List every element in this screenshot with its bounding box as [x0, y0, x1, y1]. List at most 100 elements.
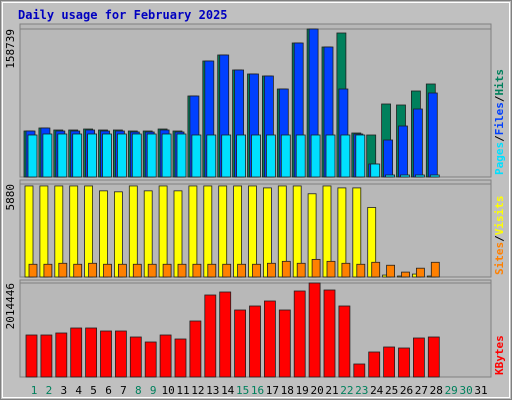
bar [352, 187, 362, 278]
bar [236, 134, 247, 178]
x-tick-label: 25 [385, 384, 398, 397]
bar [222, 263, 232, 278]
bar [115, 330, 127, 378]
bar [159, 334, 172, 378]
x-tick-label: 30 [459, 384, 472, 397]
bar [323, 289, 336, 378]
bar [128, 185, 138, 278]
chart-title: Daily usage for February 2025 [18, 8, 228, 22]
x-tick-label: 10 [161, 384, 174, 397]
bar [117, 133, 127, 178]
bar [383, 139, 394, 178]
y-max-label: 5880 [4, 184, 17, 211]
legend-entry: Visits [493, 196, 506, 236]
legend-entry: Pages [493, 142, 506, 175]
bar [174, 338, 187, 378]
x-tick-label: 13 [206, 384, 219, 397]
bar [341, 262, 351, 278]
bar [188, 185, 198, 278]
bar [401, 271, 410, 278]
legend-entry: Files [493, 102, 506, 135]
x-tick-label: 20 [310, 384, 323, 397]
x-tick-label: 28 [430, 384, 443, 397]
legend-separator: / [493, 95, 506, 102]
x-tick-label: 19 [296, 384, 309, 397]
bar [385, 174, 396, 178]
bar [325, 134, 336, 178]
bar [234, 309, 247, 378]
bar [266, 262, 276, 278]
bar [415, 267, 425, 278]
bar [308, 282, 321, 378]
bar [310, 134, 321, 178]
bar [129, 336, 142, 378]
bar [221, 134, 232, 178]
bar [162, 263, 172, 278]
bar [147, 263, 157, 278]
bar [146, 133, 157, 178]
bar [192, 263, 202, 278]
x-tick-label: 9 [150, 384, 157, 397]
x-tick-label: 26 [400, 384, 413, 397]
bar [265, 134, 276, 178]
bar [69, 185, 79, 278]
bar [340, 134, 351, 178]
bar [40, 334, 53, 378]
x-tick-label: 23 [355, 384, 368, 397]
bar [176, 133, 187, 178]
bar [251, 134, 261, 178]
bar [430, 261, 440, 278]
bar [70, 327, 83, 378]
bar [88, 262, 97, 278]
bar [191, 134, 202, 178]
bar [280, 134, 291, 178]
legend: Pages/Files/Hits [493, 69, 506, 175]
bar [398, 347, 410, 378]
x-tick-label: 27 [415, 384, 428, 397]
x-tick-label: 3 [60, 384, 67, 397]
bar [103, 263, 112, 278]
bar [218, 185, 228, 278]
x-tick-label: 29 [445, 384, 458, 397]
bar [207, 263, 217, 278]
bar [263, 300, 276, 378]
bar [249, 305, 261, 378]
bar [400, 174, 410, 178]
legend-entry: Sites [493, 242, 506, 275]
bar [355, 134, 366, 178]
x-tick-label: 4 [75, 384, 82, 397]
x-tick-label: 22 [340, 384, 353, 397]
bar [204, 294, 217, 378]
x-tick-label: 8 [135, 384, 142, 397]
bar [158, 185, 168, 278]
bar [206, 134, 217, 178]
x-tick-label: 11 [176, 384, 189, 397]
bar [281, 260, 291, 278]
legend-entry: Hits [493, 69, 506, 96]
bar [25, 334, 38, 378]
bar [429, 174, 440, 178]
bar [28, 263, 38, 278]
x-tick-label: 6 [105, 384, 112, 397]
y-max-label: 158739 [4, 29, 17, 69]
bar [57, 133, 68, 178]
bar [189, 320, 202, 378]
bar [293, 290, 306, 378]
bar [370, 163, 381, 178]
x-tick-label: 21 [325, 384, 338, 397]
bar [219, 291, 232, 378]
bar [102, 133, 112, 178]
bar [311, 258, 321, 278]
bar [161, 133, 172, 178]
x-tick-label: 5 [90, 384, 97, 397]
x-tick-label: 12 [191, 384, 204, 397]
bar [353, 363, 366, 378]
bar [43, 263, 53, 278]
bar [412, 108, 423, 178]
bar [338, 305, 351, 378]
legend-separator: / [493, 135, 506, 142]
bar [427, 336, 440, 378]
bar [368, 351, 381, 378]
